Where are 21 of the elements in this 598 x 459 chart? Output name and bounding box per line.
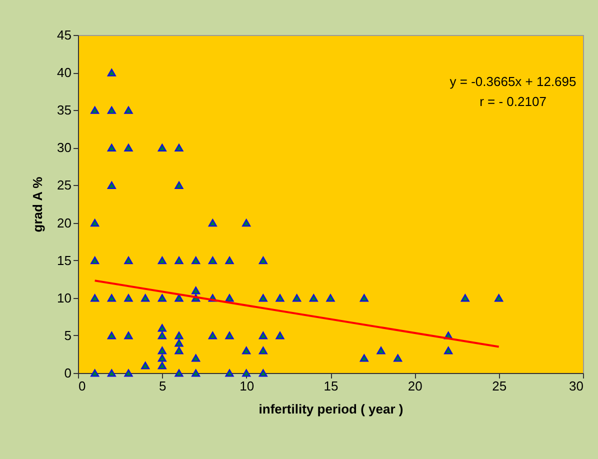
x-tick-label: 5 xyxy=(159,378,166,394)
y-tick-label: 20 xyxy=(57,215,72,230)
x-axis-title: infertility period ( year ) xyxy=(258,402,404,416)
y-tick-label: 10 xyxy=(57,290,72,306)
y-tick-label: 40 xyxy=(57,65,72,80)
y-tick-label: 15 xyxy=(57,252,72,268)
x-tick-label: 10 xyxy=(240,378,254,394)
x-tick-label: 20 xyxy=(408,378,422,394)
y-tick-label: 5 xyxy=(64,328,72,343)
y-tick-label: 25 xyxy=(57,178,72,193)
y-tick-label: 0 xyxy=(64,366,72,380)
annotation: r = - 0.2107 xyxy=(480,94,546,109)
x-tick-label: 15 xyxy=(324,378,338,394)
x-tick-label: 25 xyxy=(492,378,507,394)
x-tick-label: 30 xyxy=(569,378,584,394)
y-axis-title: grad A % xyxy=(30,176,46,232)
x-tick-label: 0 xyxy=(78,378,86,394)
y-tick-label: 35 xyxy=(57,102,72,118)
y-tick-label: 30 xyxy=(57,140,72,156)
y-tick-label: 45 xyxy=(57,28,72,42)
annotation: y = -0.3665x + 12.695 xyxy=(450,74,576,89)
